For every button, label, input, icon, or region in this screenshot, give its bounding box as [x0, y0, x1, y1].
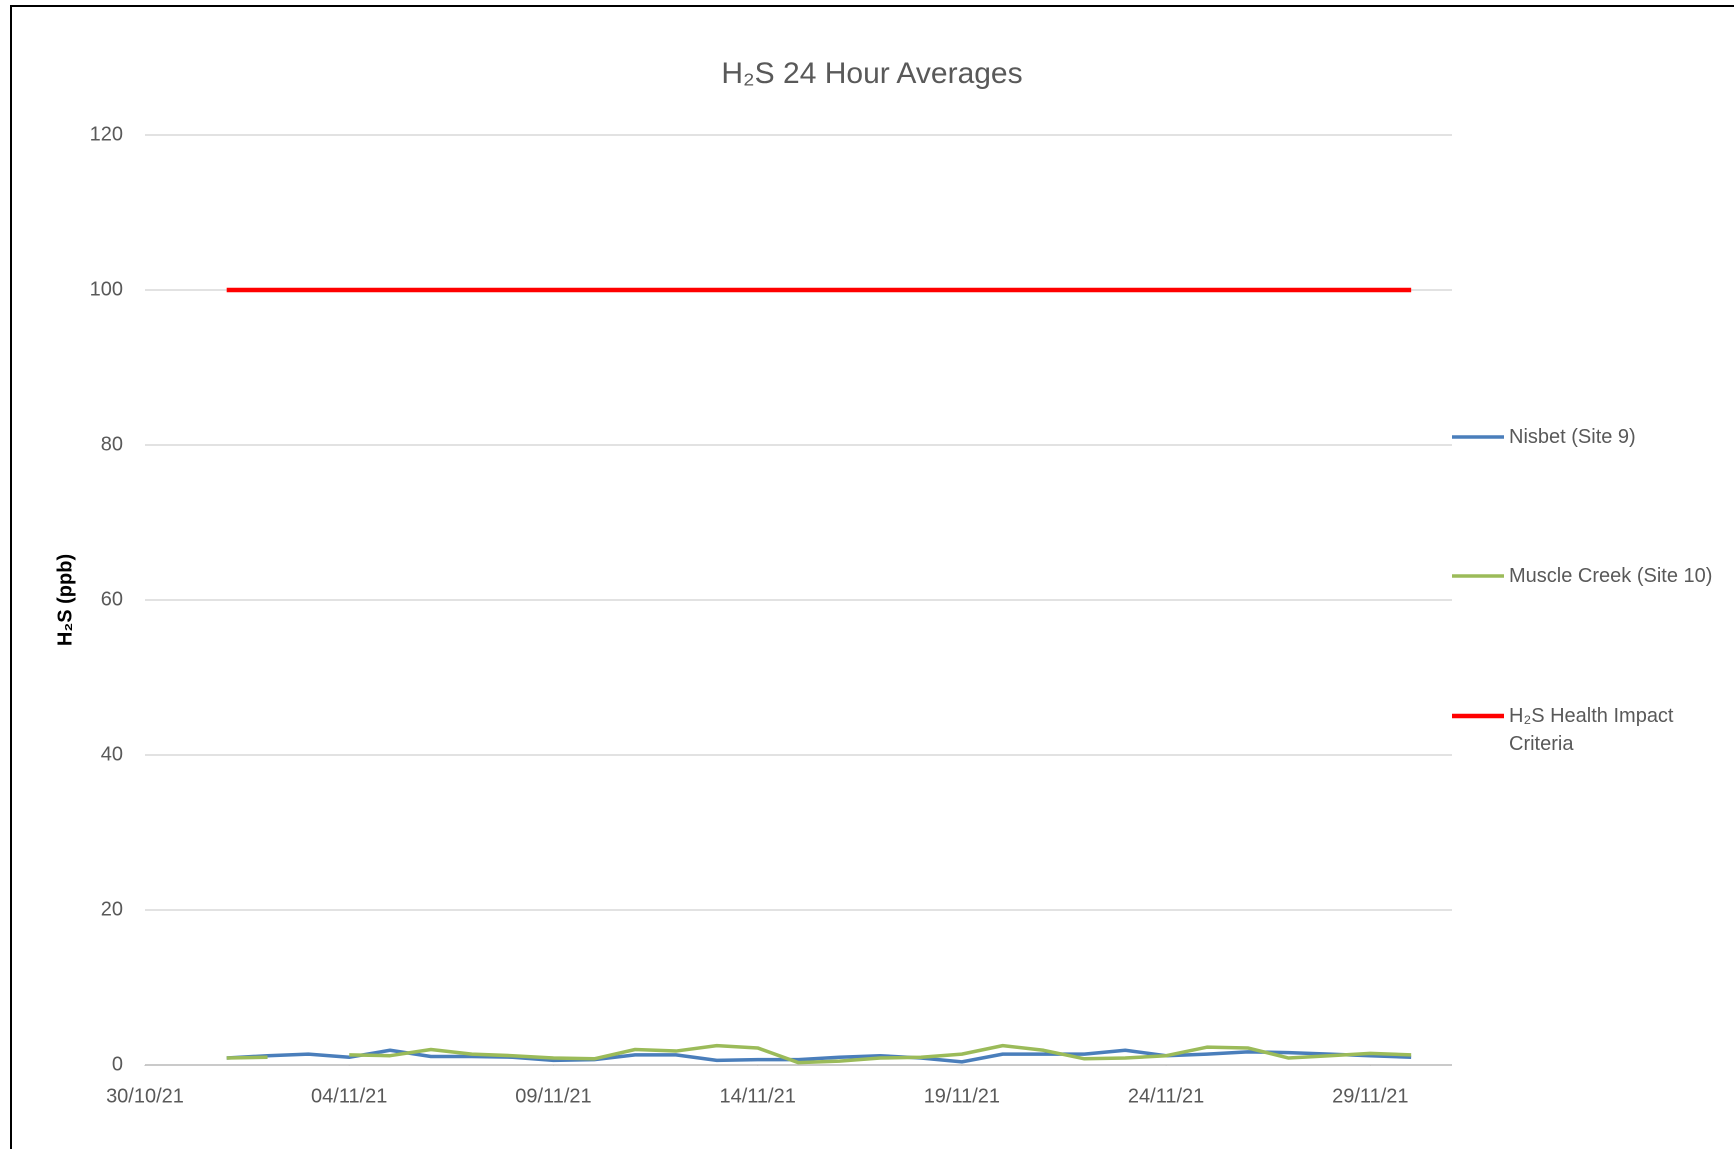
legend-label: Muscle Creek (Site 10): [1509, 565, 1713, 587]
legend-entry: Nisbet (Site 9): [1509, 426, 1636, 448]
y-tick-label: 40: [101, 743, 123, 765]
x-tick-label: 04/11/21: [311, 1085, 387, 1107]
y-tick-label: 0: [112, 1053, 123, 1075]
x-tick-label: 19/11/21: [924, 1085, 1000, 1107]
x-tick-label: 30/10/21: [106, 1085, 184, 1107]
legend-label: H₂S Health Impact Criteria: [1509, 705, 1674, 755]
y-tick-label: 100: [90, 278, 123, 300]
y-tick-label: 120: [90, 123, 123, 145]
series-line: [226, 1048, 1412, 1064]
x-tick-label: 09/11/21: [515, 1085, 591, 1107]
legend-entry: Muscle Creek (Site 10): [1509, 565, 1713, 587]
chart-border: [10, 5, 1734, 1149]
y-tick-label: 20: [101, 898, 123, 920]
legend-entry: H₂S Health Impact Criteria: [1509, 705, 1674, 755]
x-tick-label: 29/11/21: [1332, 1085, 1408, 1107]
y-axis-label: H₂S (ppb): [54, 554, 76, 646]
series-line: [226, 1043, 1412, 1065]
x-tick-label: 14/11/21: [719, 1085, 795, 1107]
x-tick-label: 24/11/21: [1128, 1085, 1204, 1107]
chart-title: H₂S 24 Hour Averages: [721, 57, 1022, 90]
legend-label: Nisbet (Site 9): [1509, 426, 1636, 448]
y-tick-label: 80: [101, 433, 123, 455]
y-tick-label: 60: [101, 588, 123, 610]
